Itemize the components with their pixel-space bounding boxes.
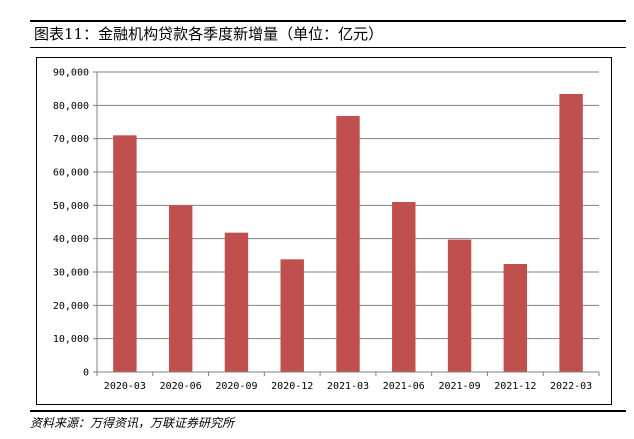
y-tick-label: 70,000 [53, 134, 89, 145]
x-tick-label: 2021-12 [494, 381, 536, 392]
bar [280, 259, 304, 372]
x-tick-label: 2020-06 [160, 381, 202, 392]
y-tick-label: 40,000 [53, 234, 89, 245]
y-tick-label: 80,000 [53, 101, 89, 112]
y-tick-label: 60,000 [53, 168, 89, 179]
bar [447, 239, 472, 372]
bar [224, 232, 249, 372]
figure-title: 图表11：金融机构贷款各季度新增量（单位：亿元） [34, 25, 384, 43]
bar [336, 116, 360, 372]
x-tick-label: 2020-09 [215, 381, 257, 392]
bar [168, 205, 193, 372]
bar [559, 94, 583, 372]
y-tick-label: 0 [83, 368, 89, 379]
bar [113, 135, 137, 372]
y-tick-label: 30,000 [53, 268, 89, 279]
bottom-rule [30, 410, 626, 412]
y-tick-label: 20,000 [53, 301, 89, 312]
source-note: 资料来源：万得资讯，万联证券研究所 [30, 416, 235, 430]
bar [503, 264, 528, 372]
y-tick-label: 50,000 [53, 201, 89, 212]
x-tick-label: 2020-12 [271, 381, 313, 392]
x-tick-label: 2021-06 [383, 381, 425, 392]
chart-frame: 0 10,000 20,000 30,000 40,000 50,000 60,000 70,… [36, 57, 612, 405]
x-tick-label: 2021-09 [438, 381, 480, 392]
title-rule [30, 47, 626, 48]
x-tick-label: 2022-03 [550, 381, 592, 392]
top-rule [30, 20, 626, 22]
y-tick-label: 10,000 [53, 334, 89, 345]
x-tick-label: 2021-03 [327, 381, 369, 392]
bar [392, 202, 416, 372]
x-tick-label: 2020-03 [104, 381, 146, 392]
y-tick-label: 90,000 [53, 68, 89, 79]
bar-chart: 0 10,000 20,000 30,000 40,000 50,000 60,000 70,… [53, 68, 600, 392]
